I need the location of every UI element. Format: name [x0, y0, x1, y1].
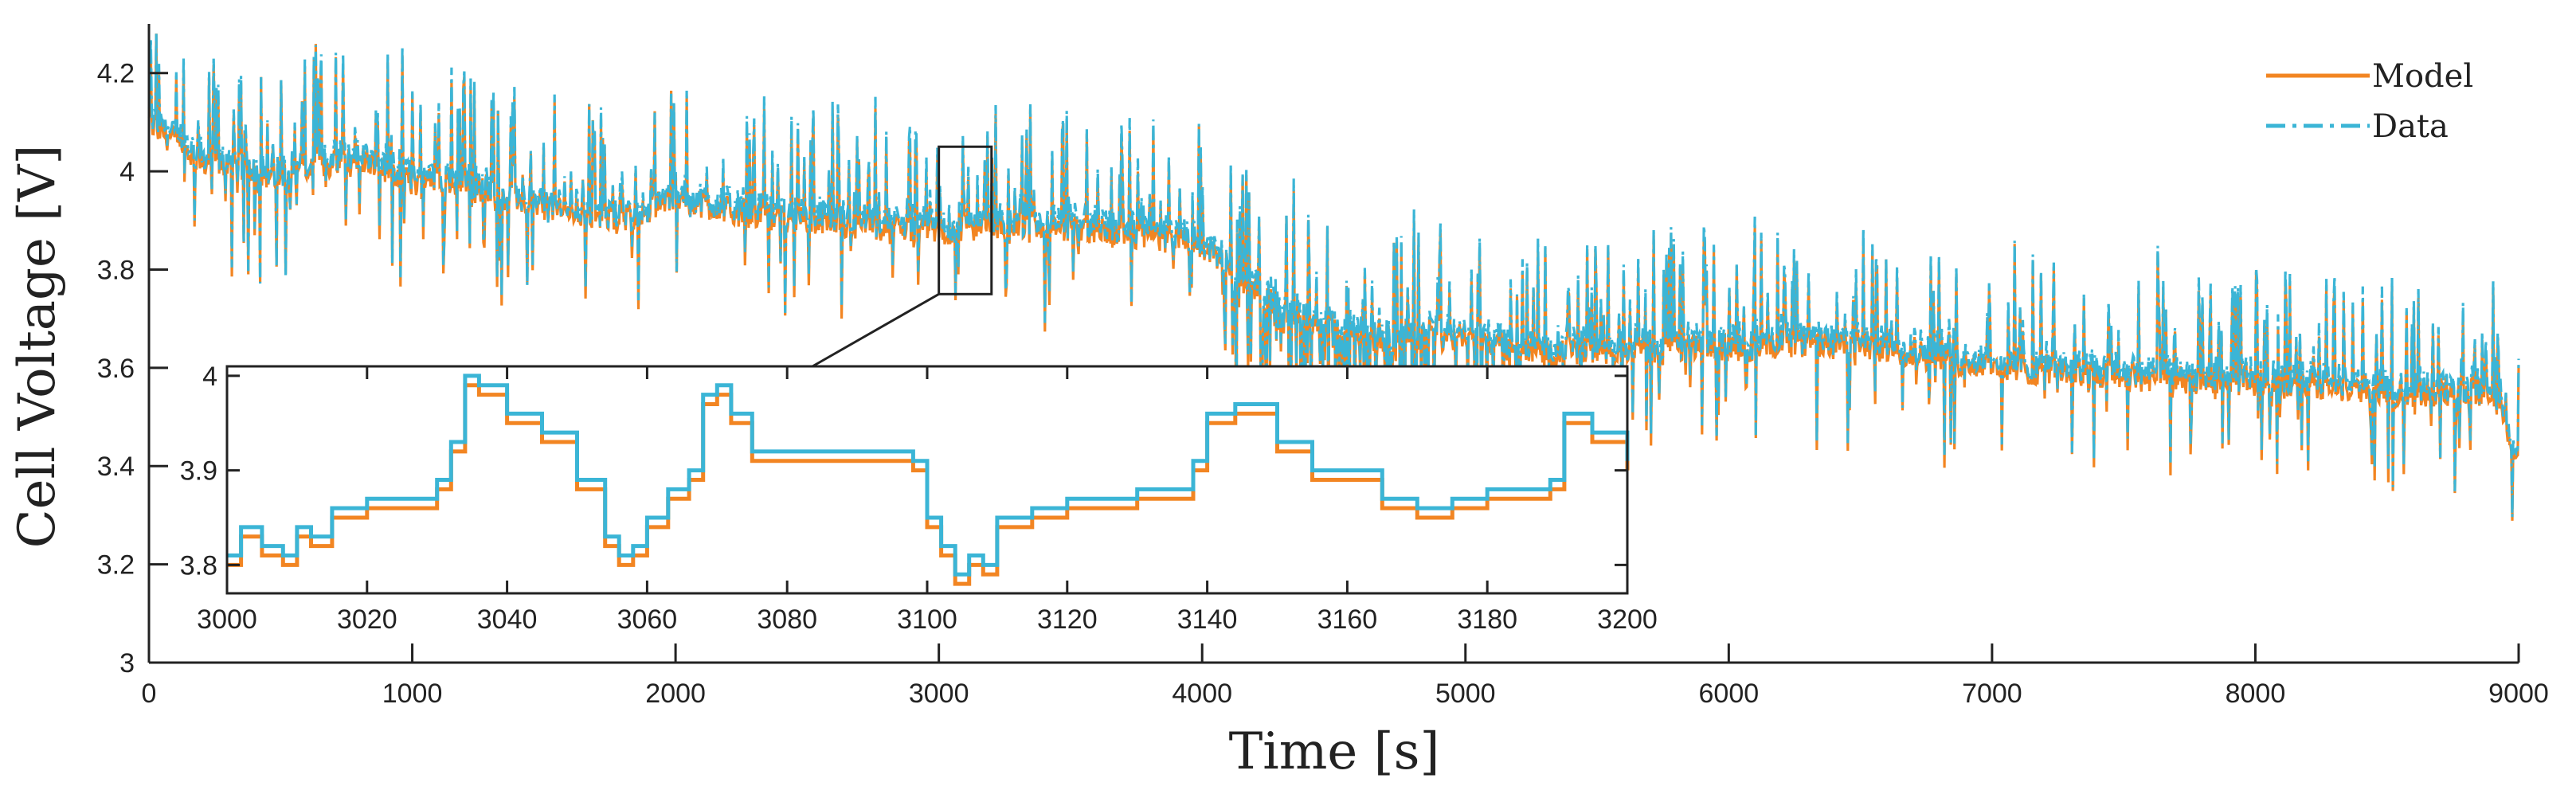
inset-series-model-line [227, 383, 1630, 586]
inset-x-tick-label: 3180 [1457, 604, 1517, 635]
inset-y-tick-label: 4 [202, 362, 217, 392]
inset-x-tick-label: 3160 [1317, 604, 1378, 635]
zoom-box [938, 145, 993, 295]
inset-y-tick-label: 3.8 [180, 550, 217, 581]
inset-series-data-line [227, 374, 1630, 577]
x-tick-label: 0 [142, 679, 157, 709]
inset-x-tick-label: 3140 [1177, 604, 1238, 635]
inset-x-tick-label: 3120 [1037, 604, 1098, 635]
inset-x-tick-label: 3200 [1597, 604, 1658, 635]
y-tick-label: 3.6 [97, 354, 135, 384]
inset-y-tick-label: 3.9 [180, 456, 217, 487]
y-tick-label: 3.2 [97, 550, 135, 581]
x-tick-label: 2000 [645, 679, 706, 709]
y-axis-title: Cell Voltage [V] [8, 145, 67, 549]
zoom-connector [812, 293, 940, 368]
inset-x-tick-label: 3000 [197, 604, 257, 635]
y-tick-label: 3 [119, 648, 135, 679]
x-tick-label: 8000 [2226, 679, 2286, 709]
inset-x-tick-label: 3060 [617, 604, 678, 635]
inset-x-tick-label: 3020 [337, 604, 397, 635]
x-axis-title: Time [s] [1229, 722, 1440, 781]
x-tick-label: 9000 [2488, 679, 2549, 709]
legend-data-label: Data [2372, 108, 2449, 145]
inset-x-tick-label: 3040 [477, 604, 538, 635]
main-axes: 0 1000 2000 3000 4000 5000 6000 7000 8000 9000 3 3.… [97, 24, 2549, 709]
main-series-layer [147, 33, 2520, 521]
inset-x-tick-label: 3080 [757, 604, 817, 635]
legend: Model Data [2266, 58, 2473, 145]
legend-model-label: Model [2372, 58, 2473, 95]
x-tick-label: 5000 [1435, 679, 1496, 709]
x-tick-label: 6000 [1699, 679, 1760, 709]
y-tick-label: 3.8 [97, 255, 135, 285]
inset-x-tick-label: 3100 [897, 604, 957, 635]
zoom-indicator [812, 145, 993, 368]
inset-plot: 3000 3020 3040 3060 3080 3100 3120 3140 3160 3180… [180, 362, 1658, 635]
x-tick-label: 7000 [1962, 679, 2022, 709]
y-tick-label: 4.2 [97, 59, 135, 89]
y-tick-label: 4 [119, 157, 135, 187]
series-data-line [147, 33, 2520, 518]
x-tick-label: 1000 [382, 679, 443, 709]
x-tick-label: 4000 [1172, 679, 1232, 709]
y-tick-label: 3.4 [97, 452, 135, 482]
x-tick-label: 3000 [909, 679, 969, 709]
